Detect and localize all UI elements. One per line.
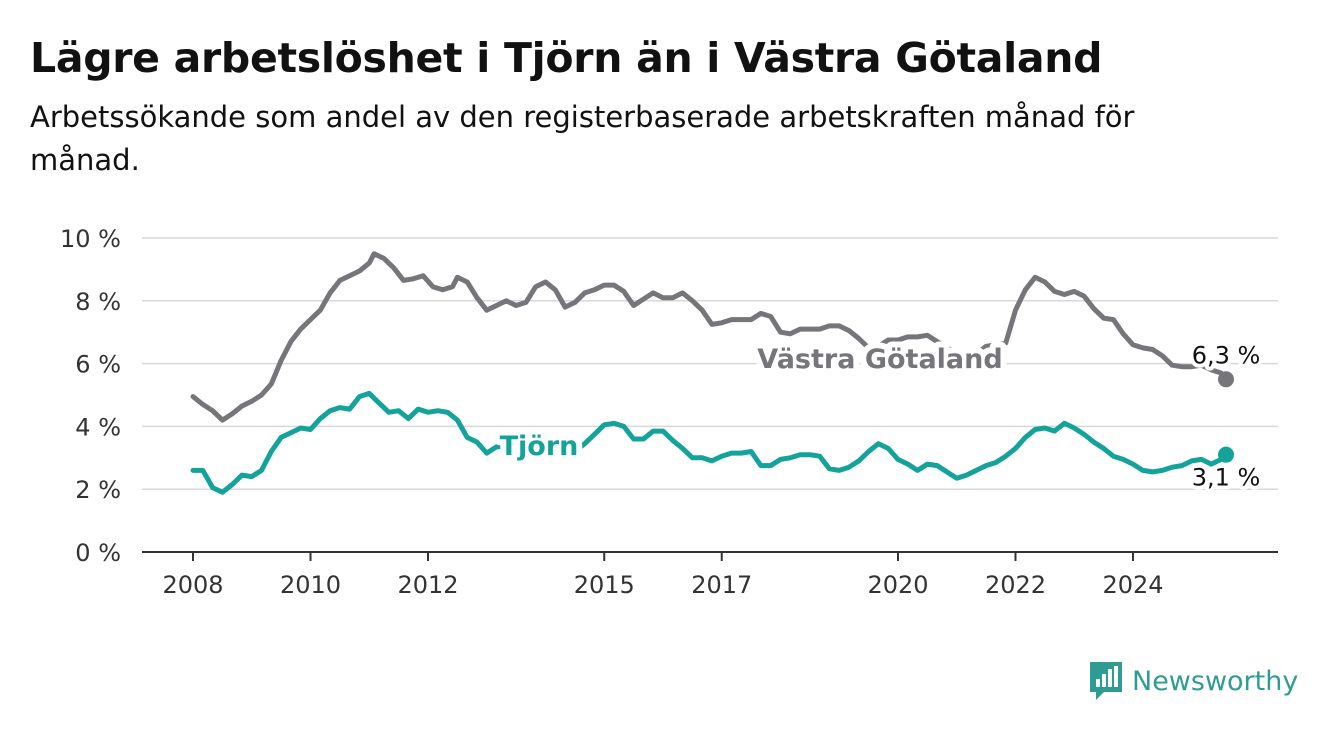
series-end-point-1: [1218, 446, 1234, 463]
end-value-label: 3,1 %: [1192, 464, 1261, 492]
series-label-halo: Tjörn: [500, 431, 579, 462]
x-tick-label: 2020: [867, 571, 928, 599]
y-tick-label: 4 %: [75, 413, 121, 441]
end-label-halo: 3,1 %: [1192, 464, 1261, 492]
end-label-halo: 6,3 %: [1192, 341, 1261, 369]
chart-title: Lägre arbetslöshet i Tjörn än i Västra G…: [30, 34, 1103, 82]
y-tick-label: 2 %: [75, 476, 121, 504]
x-tick-label: 2024: [1102, 571, 1163, 599]
x-tick-label: 2012: [397, 571, 458, 599]
newsworthy-logo-icon: [1090, 662, 1122, 700]
series-lines: [190, 251, 1234, 495]
x-tick-label: 2010: [280, 571, 341, 599]
y-tick-label: 8 %: [75, 288, 121, 316]
x-tick-label: 2008: [162, 571, 223, 599]
newsworthy-logo[interactable]: Newsworthy: [1088, 660, 1298, 702]
y-tick-label: 0 %: [75, 539, 121, 567]
series-line-0: [190, 251, 1229, 423]
end-value-label: 6,3 %: [1192, 341, 1261, 369]
gridlines: [142, 237, 1278, 553]
x-tick-label: 2015: [574, 571, 635, 599]
x-axis-ticks: 2008 2010 2012 2015 2017 2020 2022 2024: [162, 552, 1164, 599]
series-label-halo: Västra Götaland: [757, 344, 1002, 375]
newsworthy-logo-text: Newsworthy: [1132, 665, 1299, 697]
series-line-1: [190, 390, 1229, 495]
y-axis-ticks: 0 % 2 % 4 % 6 % 8 % 10 %: [60, 225, 121, 567]
chart-subtitle: Arbetssökande som andel av den registerb…: [30, 100, 1135, 177]
series-label: Tjörn: [500, 431, 579, 462]
series-end-point-0: [1218, 371, 1234, 388]
x-tick-label: 2022: [985, 571, 1046, 599]
y-tick-label: 6 %: [75, 351, 121, 379]
x-tick-label: 2017: [691, 571, 752, 599]
series-label: Västra Götaland: [757, 344, 1002, 375]
y-tick-label: 10 %: [60, 225, 121, 253]
